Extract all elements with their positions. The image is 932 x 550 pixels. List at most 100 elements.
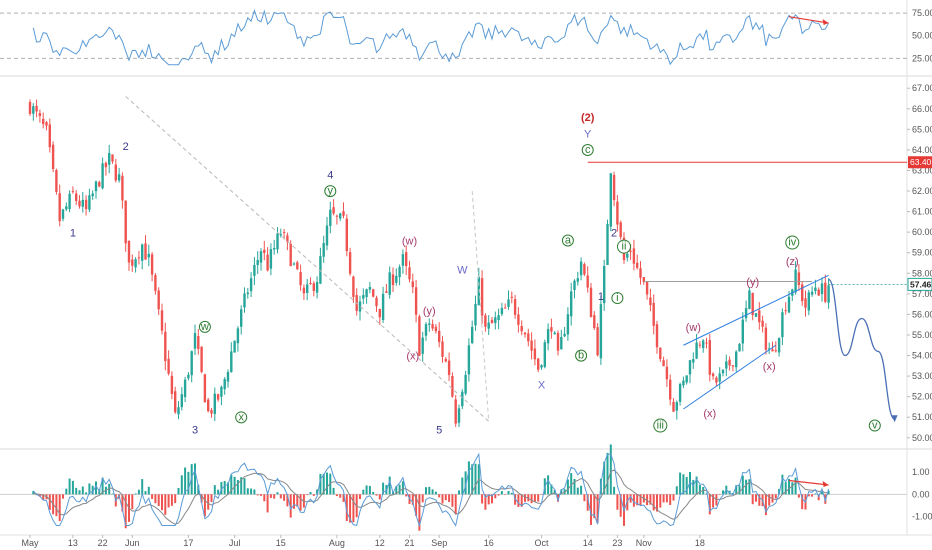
candle-body [28,102,32,114]
candle-body [682,380,685,386]
candle-body [698,344,702,346]
oscillator-histogram-bar [811,494,814,497]
x-tick-label: May [21,538,39,548]
candle-body [576,278,579,282]
candle-body [771,349,774,352]
oscillator-histogram-bar [421,494,424,503]
oscillator-histogram-bar [547,475,550,495]
oscillator-histogram-bar [788,478,790,495]
oscillator-histogram-bar [177,488,180,495]
oscillator-histogram-bar [78,490,81,495]
candle-body [444,358,447,362]
oscillator-histogram-bar [487,494,490,505]
candle-body [761,320,764,327]
oscillator-histogram-bar [375,494,378,496]
candle-body [728,359,731,366]
resistance-price-tag [908,156,932,169]
candle-body [612,175,616,201]
oscillator-histogram-bar [250,488,253,495]
candle-body [220,386,223,397]
oscillator-histogram-bar [316,489,319,495]
current-price-label: 57.46 [910,279,932,289]
oscillator-histogram-bar [807,494,810,497]
candle-body [649,297,652,306]
candle-body [378,308,381,318]
candle-body [381,293,385,321]
candle-body [540,365,543,368]
candle-body [606,223,609,265]
candle-body [256,260,259,266]
wave-label-19: 2 [611,227,617,239]
oscillator-histogram-bar [286,494,289,507]
channel-upper-line [683,274,829,346]
oscillator-histogram-bar [68,478,71,495]
candle-body [546,329,550,344]
price-y-tick-label: 66.00 [912,104,932,114]
candle-body [131,259,134,266]
oscillator-histogram-bar [276,492,279,495]
candle-body [725,361,728,369]
candle-body [405,252,408,266]
oscillator-histogram-bar [451,494,454,507]
candle-body [784,310,787,312]
oscillator-histogram-bar [583,494,586,502]
candle-body [708,340,711,375]
oscillator-histogram-bar [352,494,355,523]
candle-body [342,211,345,216]
oscillator-histogram-bar [269,494,272,498]
oscillator-histogram-bar [349,494,352,523]
oscillator-histogram-bar [662,494,665,503]
oscillator-divergence-arrow [788,479,829,486]
oscillator-histogram-bar [187,471,190,495]
oscillator-histogram-bar [722,490,724,495]
oscillator-panel: 1.00 0.00 -1.00 [0,444,932,531]
candle-body [368,287,372,290]
candle-body [807,292,810,311]
candle-body [702,340,705,349]
oscillator-histogram-bar [299,494,302,511]
candle-body [421,337,424,354]
candle-body [35,105,38,112]
oscillator-histogram-bar [550,484,553,495]
candle-body [820,283,824,295]
wave-label-24: (x) [703,408,716,420]
wave-label-26: (x) [763,361,776,373]
candle-body [207,399,210,412]
wave-label-circle [611,292,624,305]
oscillator-histogram-bar [200,494,203,503]
x-tick-label: 21 [404,538,414,548]
candle-body [193,333,197,349]
oscillator-histogram-bar [88,483,91,495]
oscillator-histogram-bar [184,467,187,495]
candle-body [530,340,533,351]
oscillator-histogram-bar [791,482,794,495]
candle-body [88,195,91,210]
price-y-tick-label: 59.00 [912,248,932,258]
wave-label-4: x [238,411,244,423]
candle-body [144,243,147,260]
candle-body [104,162,108,168]
x-tick-label: 17 [183,538,193,548]
price-y-tick-label: 50.00 [912,433,932,443]
candle-body [480,278,484,316]
wave-label-3: w [200,321,209,333]
candle-body [114,164,117,181]
candle-body [517,314,520,325]
candle-body [520,326,523,332]
candle-body [273,247,276,250]
candle-body [593,315,596,329]
candle-body [794,269,797,293]
candle-body [58,193,61,222]
candle-body [669,379,672,400]
candle-body [810,291,814,295]
oscillator-histogram-bar [58,494,61,522]
oscillator-histogram-bar [141,479,144,495]
oscillator-histogram-bar [573,478,576,495]
wave-label-17: c [585,144,591,156]
oscillator-histogram-bar [368,485,371,495]
candle-body [71,191,75,193]
oscillator-histogram-bar [441,494,444,504]
price-y-tick-label: 58.00 [912,268,932,278]
candle-body [183,379,187,398]
